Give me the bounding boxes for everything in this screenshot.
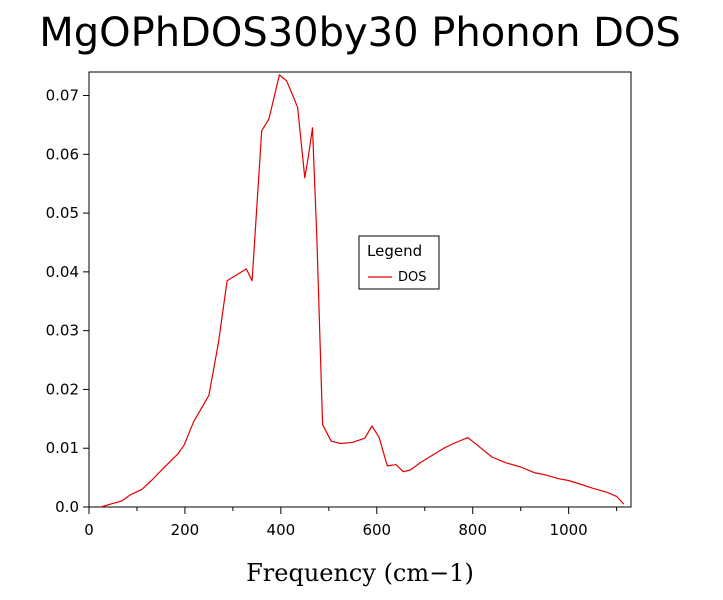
series-layer bbox=[100, 74, 625, 507]
plot-frame bbox=[88, 71, 632, 508]
x-tick-label: 1000 bbox=[550, 521, 588, 539]
y-tick-label: 0.03 bbox=[46, 322, 79, 340]
y-tick-label: 0.0 bbox=[55, 498, 79, 516]
x-axis: 0 200 400 600 800 1000 bbox=[84, 507, 618, 539]
x-tick-label: 800 bbox=[458, 521, 487, 539]
y-tick-label: 0.04 bbox=[46, 263, 79, 281]
chart-title: MgOPhDOS30by30 Phonon DOS bbox=[39, 10, 681, 56]
y-tick-label: 0.06 bbox=[46, 145, 79, 163]
x-tick-label: 200 bbox=[171, 521, 200, 539]
x-tick-label: 0 bbox=[84, 521, 94, 539]
legend-title: Legend bbox=[367, 242, 422, 260]
x-tick-label: 600 bbox=[362, 521, 391, 539]
legend-frame bbox=[358, 235, 440, 290]
series-line-dos bbox=[100, 74, 625, 507]
y-tick-label: 0.01 bbox=[46, 439, 79, 457]
y-tick-label: 0.02 bbox=[46, 380, 79, 398]
x-axis-label: Frequency (cm−1) bbox=[246, 559, 474, 587]
x-tick-label: 400 bbox=[267, 521, 296, 539]
legend-label-dos: DOS bbox=[398, 270, 427, 285]
y-tick-label: 0.07 bbox=[46, 87, 79, 105]
y-tick-label: 0.05 bbox=[46, 204, 79, 222]
y-axis: 0.0 0.01 0.02 0.03 0.04 0.05 0.06 0.07 bbox=[46, 87, 89, 516]
legend-box: Legend DOS bbox=[358, 235, 440, 290]
